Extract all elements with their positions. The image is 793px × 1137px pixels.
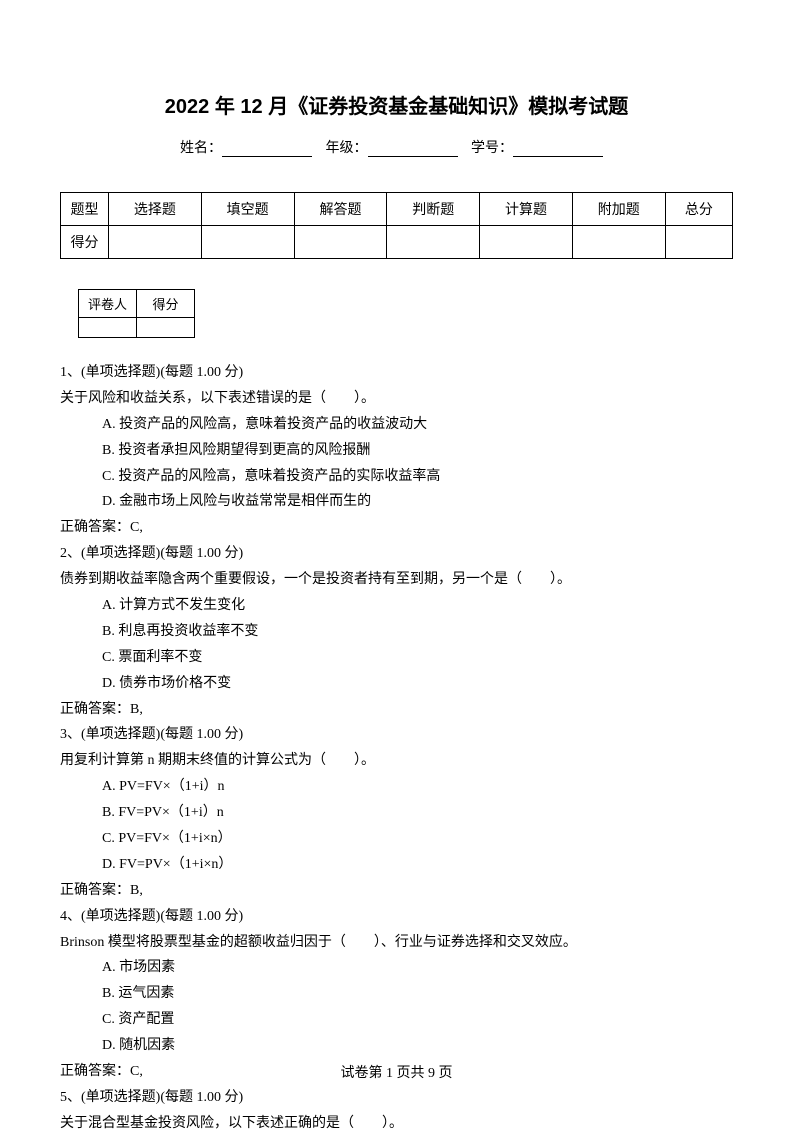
question-option: C. 资产配置 bbox=[60, 1007, 733, 1033]
question-stem: Brinson 模型将股票型基金的超额收益归因于（ ）、行业与证券选择和交叉效应… bbox=[60, 930, 733, 956]
grade-label: 年级： bbox=[326, 141, 368, 156]
question-option: A. 市场因素 bbox=[60, 955, 733, 981]
score-cell bbox=[201, 226, 294, 259]
score-cell bbox=[480, 226, 573, 259]
question-number: 3、(单项选择题)(每题 1.00 分) bbox=[60, 722, 733, 748]
question-stem: 关于混合型基金投资风险，以下表述正确的是（ ）。 bbox=[60, 1111, 733, 1137]
question-number: 2、(单项选择题)(每题 1.00 分) bbox=[60, 541, 733, 567]
col-header: 解答题 bbox=[294, 193, 387, 226]
question-number: 4、(单项选择题)(每题 1.00 分) bbox=[60, 904, 733, 930]
score-cell bbox=[387, 226, 480, 259]
question-option: C. PV=FV×（1+i×n） bbox=[60, 826, 733, 852]
question-option: B. FV=PV×（1+i）n bbox=[60, 800, 733, 826]
type-header: 题型 bbox=[61, 193, 109, 226]
table-row bbox=[79, 318, 195, 338]
question-stem: 关于风险和收益关系，以下表述错误的是（ ）。 bbox=[60, 386, 733, 412]
table-row: 评卷人 得分 bbox=[79, 290, 195, 318]
grade-blank bbox=[368, 141, 458, 157]
grader-score-header: 得分 bbox=[137, 290, 195, 318]
table-row: 题型 选择题 填空题 解答题 判断题 计算题 附加题 总分 bbox=[61, 193, 733, 226]
question-answer: 正确答案：B, bbox=[60, 878, 733, 904]
col-header: 填空题 bbox=[201, 193, 294, 226]
table-row: 得分 bbox=[61, 226, 733, 259]
score-cell bbox=[572, 226, 665, 259]
col-header: 总分 bbox=[665, 193, 732, 226]
col-header: 计算题 bbox=[480, 193, 573, 226]
question-option: D. 债券市场价格不变 bbox=[60, 671, 733, 697]
question-stem: 用复利计算第 n 期期末终值的计算公式为（ ）。 bbox=[60, 748, 733, 774]
question-option: B. 利息再投资收益率不变 bbox=[60, 619, 733, 645]
question-option: D. 随机因素 bbox=[60, 1033, 733, 1059]
score-header: 得分 bbox=[61, 226, 109, 259]
col-header: 附加题 bbox=[572, 193, 665, 226]
question-option: A. PV=FV×（1+i）n bbox=[60, 774, 733, 800]
score-cell bbox=[294, 226, 387, 259]
grader-table: 评卷人 得分 bbox=[78, 289, 195, 338]
question-number: 5、(单项选择题)(每题 1.00 分) bbox=[60, 1085, 733, 1111]
question-option: B. 投资者承担风险期望得到更高的风险报酬 bbox=[60, 438, 733, 464]
grader-cell bbox=[79, 318, 137, 338]
id-label: 学号： bbox=[471, 141, 513, 156]
question-option: C. 投资产品的风险高，意味着投资产品的实际收益率高 bbox=[60, 464, 733, 490]
question-stem: 债券到期收益率隐含两个重要假设，一个是投资者持有至到期，另一个是（ ）。 bbox=[60, 567, 733, 593]
id-blank bbox=[513, 141, 603, 157]
col-header: 判断题 bbox=[387, 193, 480, 226]
question-option: A. 计算方式不发生变化 bbox=[60, 593, 733, 619]
question-answer: 正确答案：B, bbox=[60, 697, 733, 723]
name-blank bbox=[222, 141, 312, 157]
score-cell bbox=[665, 226, 732, 259]
question-option: C. 票面利率不变 bbox=[60, 645, 733, 671]
question-option: D. 金融市场上风险与收益常常是相伴而生的 bbox=[60, 489, 733, 515]
question-option: A. 投资产品的风险高，意味着投资产品的收益波动大 bbox=[60, 412, 733, 438]
page-footer: 试卷第 1 页共 9 页 bbox=[0, 1062, 793, 1082]
grader-cell bbox=[137, 318, 195, 338]
score-cell bbox=[109, 226, 202, 259]
question-option: B. 运气因素 bbox=[60, 981, 733, 1007]
question-number: 1、(单项选择题)(每题 1.00 分) bbox=[60, 360, 733, 386]
exam-title: 2022 年 12 月《证券投资基金基础知识》模拟考试题 bbox=[60, 90, 733, 119]
question-answer: 正确答案：C, bbox=[60, 515, 733, 541]
questions-content: 1、(单项选择题)(每题 1.00 分)关于风险和收益关系，以下表述错误的是（ … bbox=[60, 360, 733, 1137]
score-table: 题型 选择题 填空题 解答题 判断题 计算题 附加题 总分 得分 bbox=[60, 192, 733, 259]
grader-header: 评卷人 bbox=[79, 290, 137, 318]
name-label: 姓名： bbox=[180, 141, 222, 156]
student-info-line: 姓名： 年级： 学号： bbox=[60, 137, 733, 157]
col-header: 选择题 bbox=[109, 193, 202, 226]
question-option: D. FV=PV×（1+i×n） bbox=[60, 852, 733, 878]
